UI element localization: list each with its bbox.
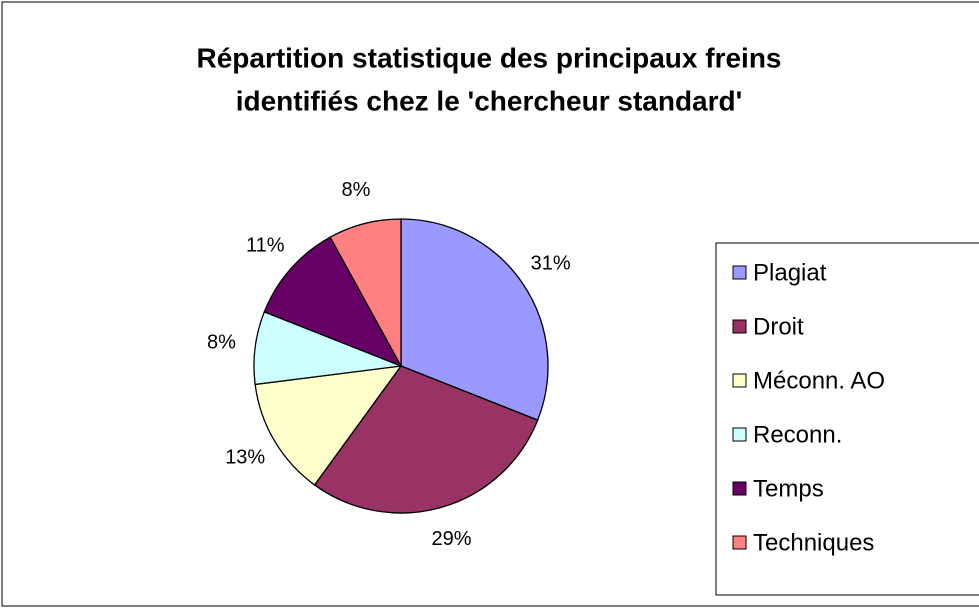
legend-label: Plagiat (753, 259, 827, 286)
data-label: 8% (342, 179, 371, 201)
legend-swatch (732, 265, 747, 280)
data-label: 31% (531, 253, 571, 275)
pie-slice (263, 236, 403, 368)
chart-title: identifiés chez le 'chercheur standard' (236, 85, 743, 116)
data-label: 13% (225, 446, 265, 468)
legend-label: Techniques (753, 529, 874, 556)
legend-swatch (732, 535, 747, 550)
pie-slice (400, 218, 549, 421)
legend-label: Reconn. (753, 421, 842, 448)
legend-box (715, 242, 979, 596)
legend-label: Droit (753, 313, 804, 340)
legend-swatch (732, 373, 747, 388)
chart-title: Répartition statistique des principaux f… (196, 42, 781, 73)
legend-swatch (732, 319, 747, 334)
legend-swatch (732, 481, 747, 496)
legend-label: Méconn. AO (753, 367, 885, 394)
pie-slice (254, 365, 403, 486)
legend-swatch (732, 427, 747, 442)
data-label: 8% (207, 332, 236, 354)
pie-slice (313, 365, 539, 514)
data-label: 11% (246, 235, 285, 257)
pie-slice (329, 218, 402, 367)
legend-label: Temps (753, 475, 824, 502)
data-label: 29% (431, 528, 471, 550)
